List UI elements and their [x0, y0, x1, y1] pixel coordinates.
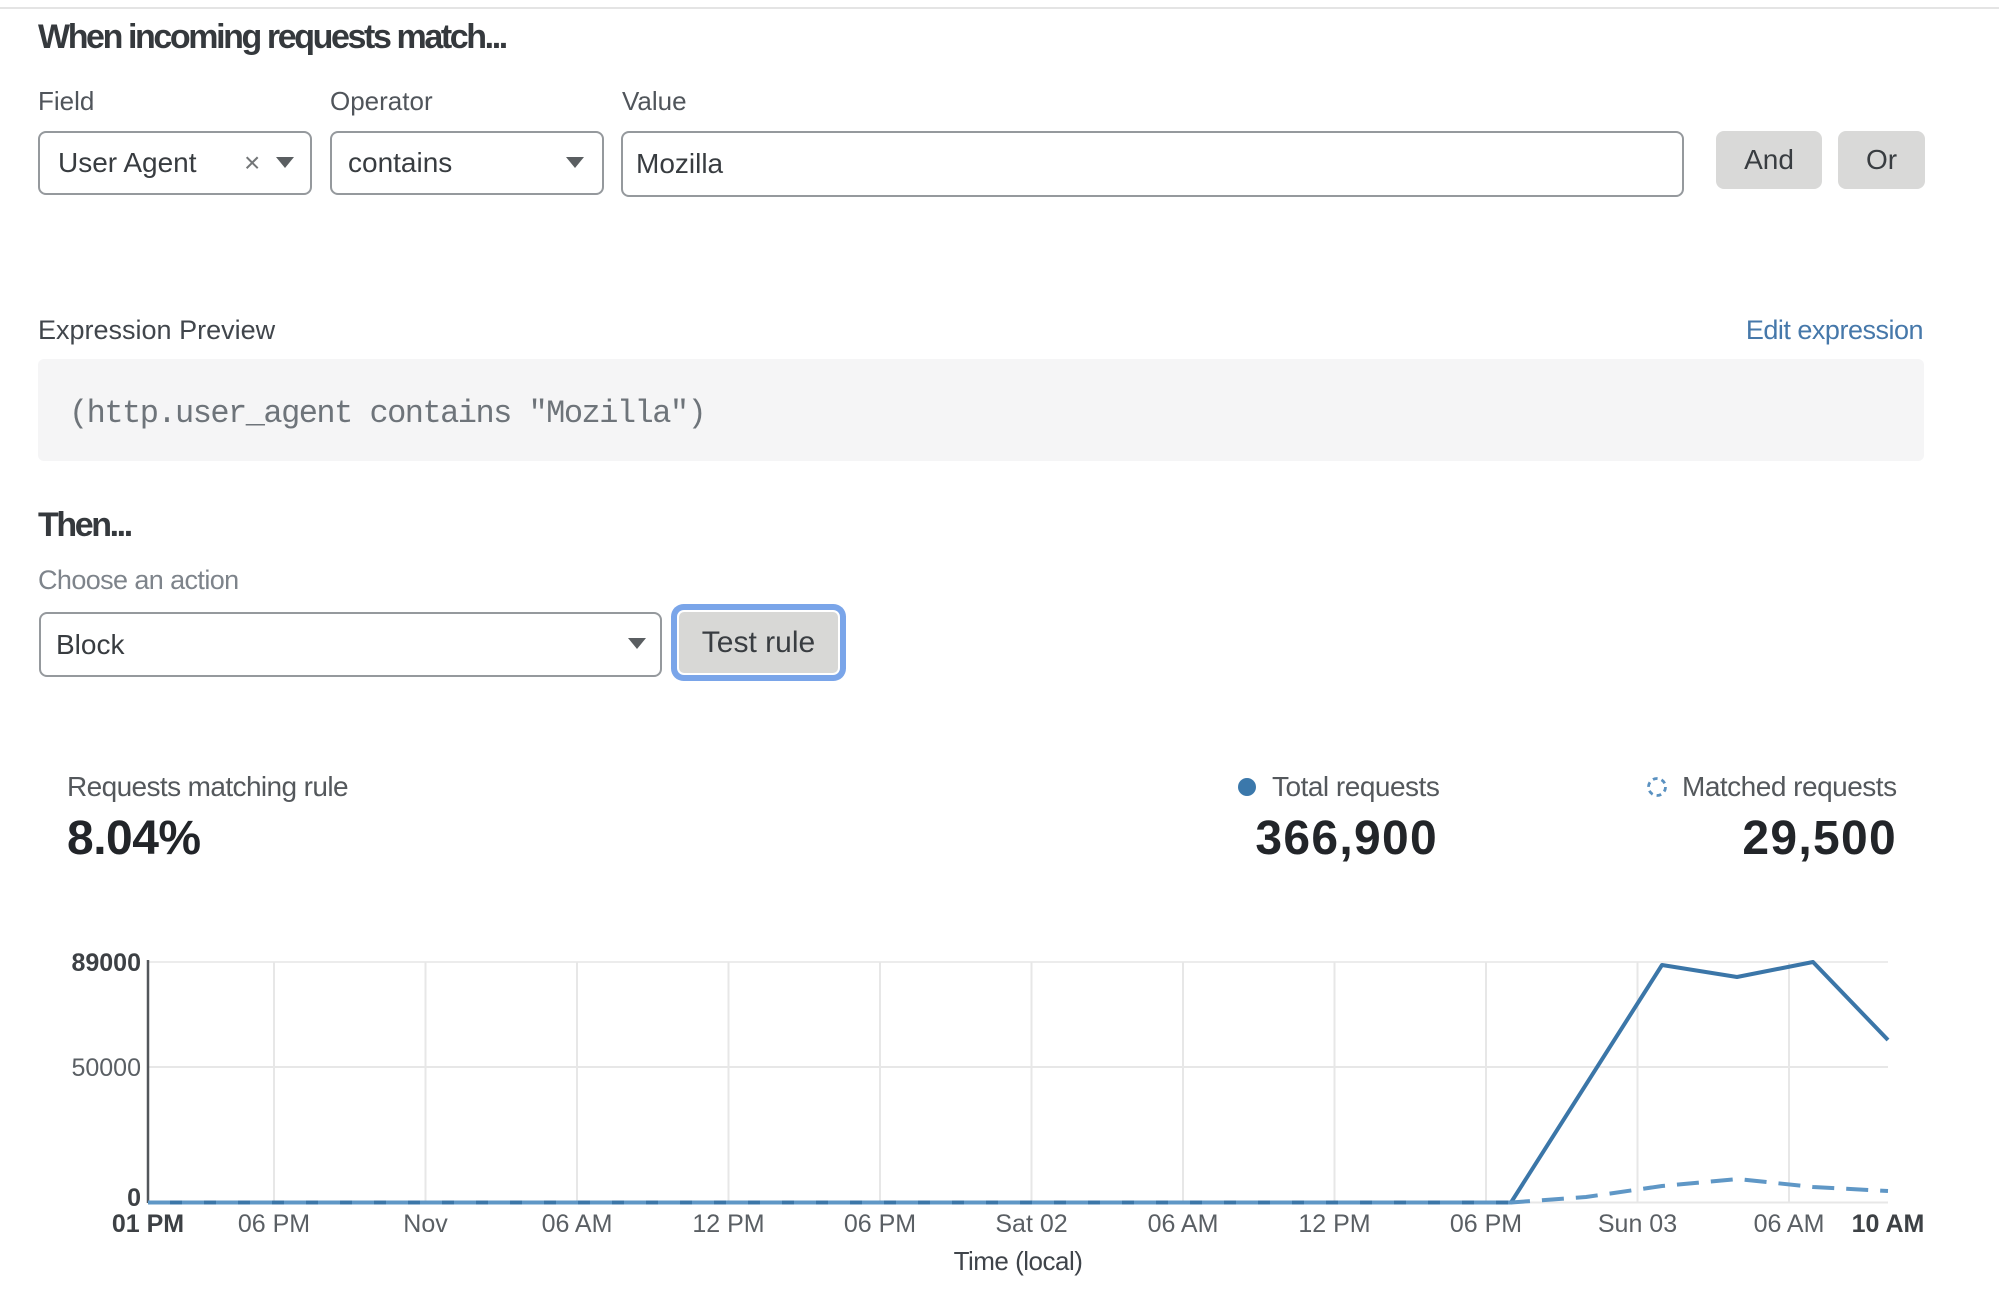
- svg-text:50000: 50000: [71, 1054, 141, 1082]
- svg-text:06 PM: 06 PM: [238, 1210, 310, 1238]
- svg-text:89000: 89000: [71, 949, 141, 977]
- svg-text:06 AM: 06 AM: [542, 1210, 613, 1238]
- svg-text:01 PM: 01 PM: [112, 1210, 184, 1238]
- svg-text:Time (local): Time (local): [954, 1246, 1083, 1276]
- svg-text:Sat 02: Sat 02: [995, 1210, 1067, 1238]
- svg-text:06 AM: 06 AM: [1148, 1210, 1219, 1238]
- svg-text:Sun 03: Sun 03: [1598, 1210, 1677, 1238]
- svg-text:10 AM: 10 AM: [1852, 1210, 1925, 1238]
- svg-text:06 PM: 06 PM: [1450, 1210, 1522, 1238]
- svg-text:Nov: Nov: [403, 1210, 448, 1238]
- svg-text:0: 0: [127, 1184, 141, 1212]
- svg-text:12 PM: 12 PM: [692, 1210, 764, 1238]
- svg-text:12 PM: 12 PM: [1298, 1210, 1370, 1238]
- svg-text:06 PM: 06 PM: [844, 1210, 916, 1238]
- svg-text:06 AM: 06 AM: [1754, 1210, 1825, 1238]
